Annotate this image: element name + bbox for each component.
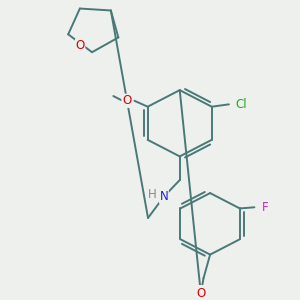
Text: O: O (76, 39, 85, 52)
Text: Cl: Cl (235, 98, 247, 111)
Text: H: H (148, 188, 156, 201)
Text: F: F (262, 201, 268, 214)
Text: N: N (160, 190, 168, 203)
Text: O: O (122, 94, 131, 107)
Text: O: O (196, 287, 206, 300)
